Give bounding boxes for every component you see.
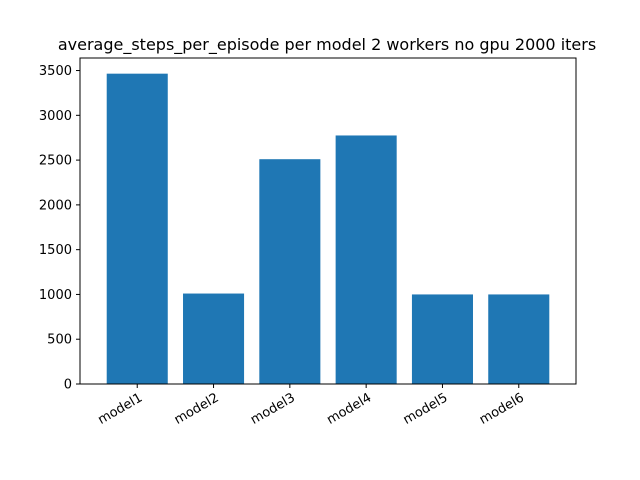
- plot-frame: [79, 57, 577, 385]
- y-tick-label: 3000: [39, 109, 72, 124]
- bar-model4: [335, 135, 397, 384]
- bar-model1: [106, 73, 168, 385]
- chart-title: average_steps_per_episode per model 2 wo…: [58, 35, 596, 55]
- bar-model6: [488, 294, 550, 384]
- bar-model5: [411, 294, 473, 384]
- y-tick-label: 1500: [39, 243, 72, 258]
- y-tick-label: 0: [64, 378, 72, 393]
- y-tick-label: 2500: [39, 154, 72, 169]
- y-axis: 0 500 1000 1500 2000 2500 3000 3500: [39, 64, 80, 393]
- bar-model2: [183, 293, 245, 384]
- bar-model3: [259, 159, 321, 384]
- y-tick-label: 3500: [39, 64, 72, 79]
- y-tick-label: 500: [47, 333, 72, 348]
- y-tick-label: 1000: [39, 288, 72, 303]
- y-tick-label: 2000: [39, 198, 72, 213]
- bars-group: [106, 73, 550, 385]
